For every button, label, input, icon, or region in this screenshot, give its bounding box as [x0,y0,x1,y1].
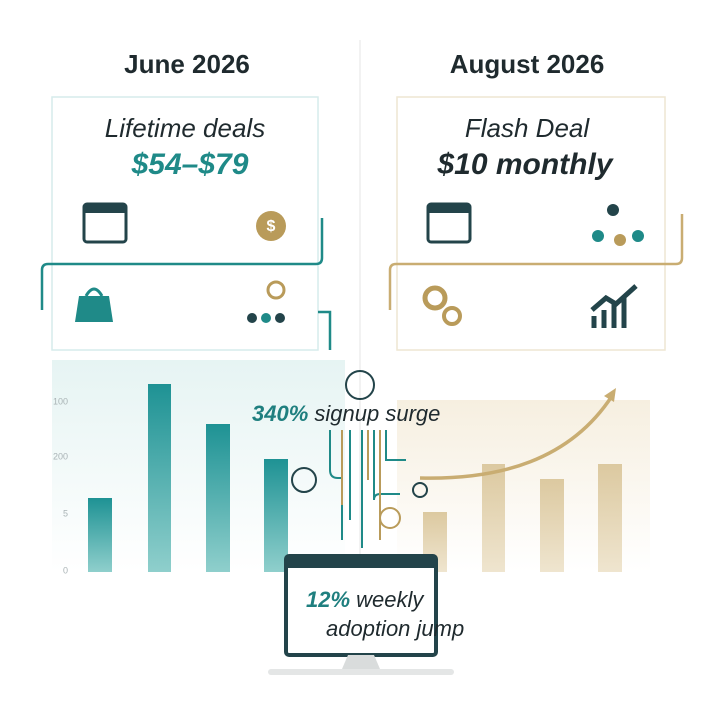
callout-emphasis: 340% [252,401,308,426]
axis-label: 100 [53,396,68,406]
heading: June 2026 [124,49,250,79]
card-title: Flash Deal [465,113,590,143]
callout-emphasis: 12% [306,587,350,612]
callout-line: adoption jump [326,616,464,641]
callout-text: weekly [356,587,425,612]
network-graphic [291,370,428,548]
icons: $ [40,202,684,350]
heading: August 2026 [450,49,605,79]
card-title: Lifetime deals [105,113,265,143]
callout: 12% weekly [306,587,425,612]
monitor [268,554,454,675]
axis-label: 200 [53,451,68,461]
card-price: $10 monthly [436,148,613,181]
card-price: $54–$79 [131,148,249,181]
bars [88,384,622,572]
axis-label: 5 [63,508,68,518]
svg-text:$: $ [267,218,276,235]
callout-text: signup surge [314,401,440,426]
axis-label: 0 [63,565,68,575]
card [51,96,319,351]
callout: 340% signup surge [252,401,440,426]
card [396,96,666,351]
